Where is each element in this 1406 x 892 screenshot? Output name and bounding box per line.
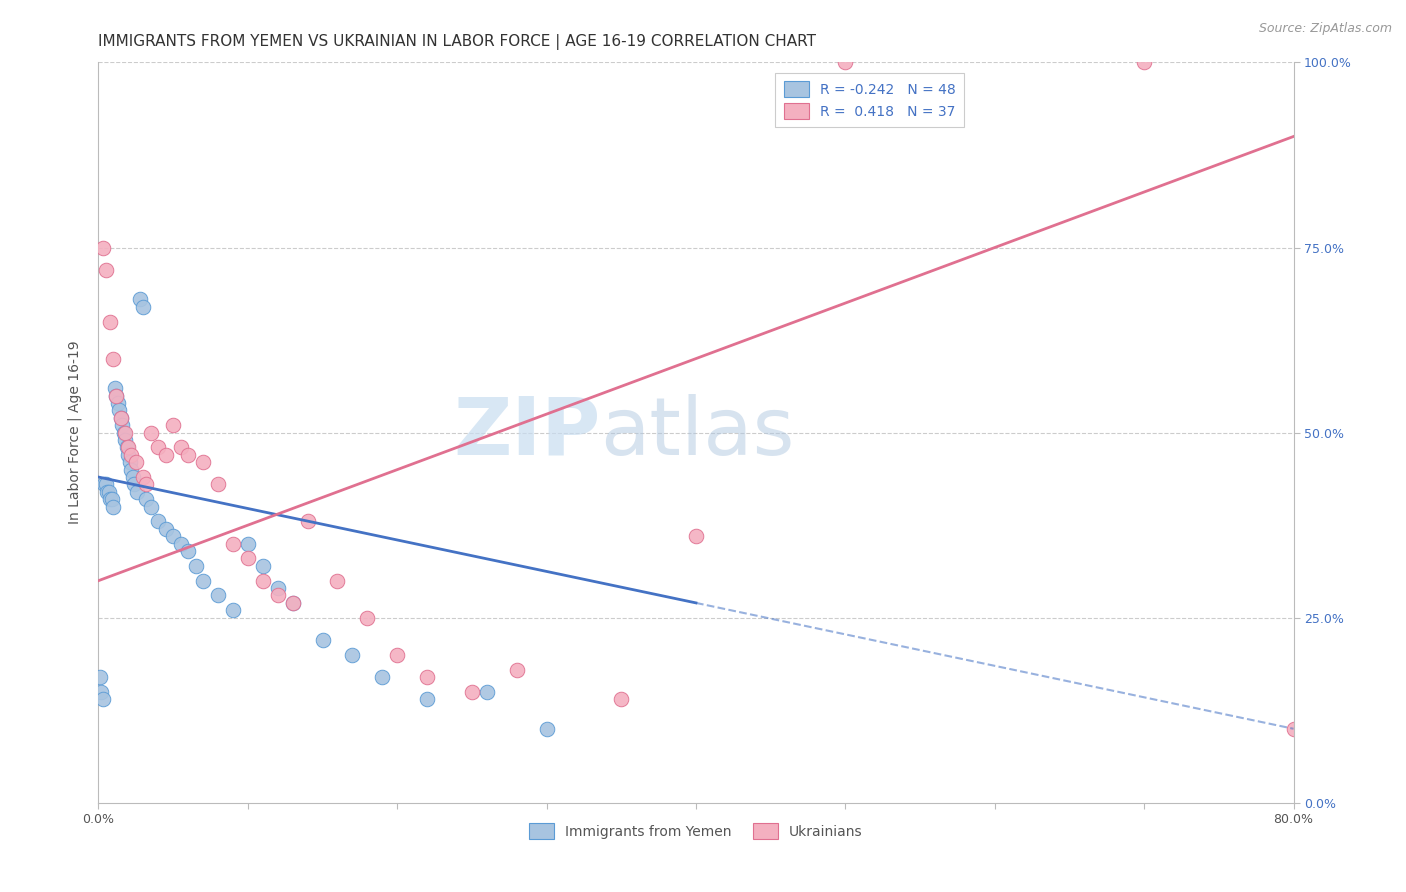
Point xyxy=(461,685,484,699)
Point xyxy=(105,388,128,402)
Point xyxy=(135,492,157,507)
Point xyxy=(104,381,127,395)
Point xyxy=(90,685,112,699)
Point xyxy=(207,589,229,603)
Point xyxy=(207,477,229,491)
Point xyxy=(169,536,191,550)
Text: Source: ZipAtlas.com: Source: ZipAtlas.com xyxy=(1258,22,1392,36)
Point xyxy=(222,536,245,550)
Point xyxy=(162,418,184,433)
Text: IMMIGRANTS FROM YEMEN VS UKRAINIAN IN LABOR FORCE | AGE 16-19 CORRELATION CHART: IMMIGRANTS FROM YEMEN VS UKRAINIAN IN LA… xyxy=(98,34,817,50)
Point xyxy=(135,477,157,491)
Text: ZIP: ZIP xyxy=(453,393,600,472)
Point xyxy=(148,441,170,455)
Point xyxy=(112,425,135,440)
Point xyxy=(93,477,115,491)
Point xyxy=(108,403,131,417)
Point xyxy=(101,492,124,507)
Point xyxy=(281,596,304,610)
Legend: Immigrants from Yemen, Ukrainians: Immigrants from Yemen, Ukrainians xyxy=(522,815,870,847)
Point xyxy=(252,558,274,573)
Point xyxy=(222,603,245,617)
Point xyxy=(125,455,148,469)
Point xyxy=(536,722,558,736)
Point xyxy=(103,500,125,514)
Point xyxy=(610,692,633,706)
Point xyxy=(103,351,125,366)
Y-axis label: In Labor Force | Age 16-19: In Labor Force | Age 16-19 xyxy=(67,341,83,524)
Point xyxy=(105,388,128,402)
Point xyxy=(111,418,134,433)
Point xyxy=(132,300,155,314)
Point xyxy=(267,589,290,603)
Point xyxy=(281,596,304,610)
Point xyxy=(169,441,191,455)
Point xyxy=(162,529,184,543)
Point xyxy=(124,477,146,491)
Point xyxy=(96,484,118,499)
Point xyxy=(416,670,439,684)
Point xyxy=(834,55,856,70)
Point xyxy=(297,515,319,529)
Point xyxy=(91,692,114,706)
Point xyxy=(191,574,214,588)
Point xyxy=(115,441,138,455)
Point xyxy=(475,685,498,699)
Point xyxy=(117,441,139,455)
Point xyxy=(155,522,177,536)
Point xyxy=(506,663,529,677)
Point xyxy=(191,455,214,469)
Point xyxy=(1133,55,1156,70)
Point xyxy=(252,574,274,588)
Point xyxy=(120,448,142,462)
Text: atlas: atlas xyxy=(600,393,794,472)
Point xyxy=(132,470,155,484)
Point xyxy=(342,648,364,662)
Point xyxy=(98,314,122,328)
Point xyxy=(118,455,141,469)
Point xyxy=(91,240,114,255)
Point xyxy=(114,433,136,447)
Point xyxy=(177,544,200,558)
Point xyxy=(236,536,259,550)
Point xyxy=(385,648,409,662)
Point xyxy=(356,610,378,624)
Point xyxy=(267,581,290,595)
Point xyxy=(98,492,122,507)
Point xyxy=(236,551,259,566)
Point xyxy=(120,462,142,476)
Point xyxy=(94,262,117,277)
Point xyxy=(139,500,162,514)
Point xyxy=(184,558,207,573)
Point xyxy=(110,410,132,425)
Point xyxy=(89,670,111,684)
Point xyxy=(1282,722,1305,736)
Point xyxy=(326,574,349,588)
Point xyxy=(139,425,162,440)
Point xyxy=(110,410,132,425)
Point xyxy=(97,484,120,499)
Point xyxy=(311,632,333,647)
Point xyxy=(129,293,152,307)
Point xyxy=(114,425,136,440)
Point xyxy=(416,692,439,706)
Point xyxy=(148,515,170,529)
Point xyxy=(177,448,200,462)
Point xyxy=(127,484,149,499)
Point xyxy=(121,470,143,484)
Point xyxy=(155,448,177,462)
Point xyxy=(371,670,394,684)
Point xyxy=(117,448,139,462)
Point xyxy=(107,396,129,410)
Point xyxy=(94,477,117,491)
Point xyxy=(685,529,707,543)
